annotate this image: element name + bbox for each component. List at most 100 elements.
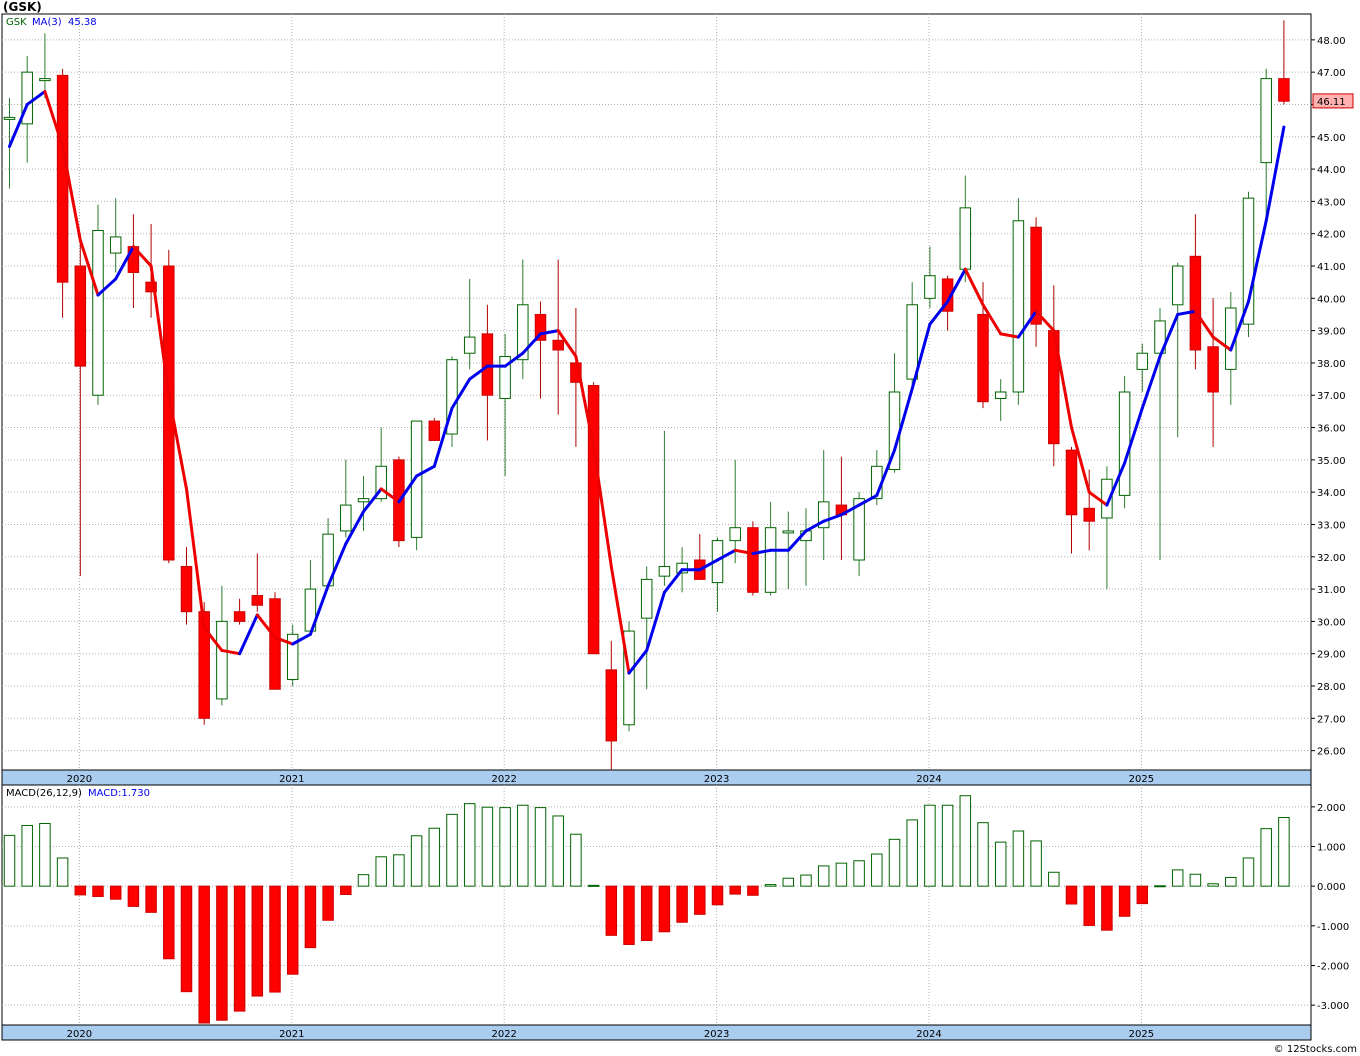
ma-line-segment xyxy=(1158,312,1180,358)
price-tick-label: 45.00 xyxy=(1317,133,1346,144)
macd-bar xyxy=(1278,817,1290,887)
macd-tick-label: -2.000 xyxy=(1317,961,1349,972)
macd-bar xyxy=(1189,873,1202,887)
macd-bar xyxy=(1242,857,1255,887)
price-tick-label: 27.00 xyxy=(1317,714,1346,725)
price-tick-label: 33.00 xyxy=(1317,520,1346,531)
candle-body xyxy=(145,281,157,293)
macd-bar xyxy=(1048,871,1060,887)
macd-bar xyxy=(623,885,635,945)
macd-bar xyxy=(941,804,954,887)
x-tick-label: 2021 xyxy=(279,774,304,785)
ma-line-segment xyxy=(273,636,295,646)
x-tick-label: 2022 xyxy=(491,774,516,785)
macd-legend-value: MACD:1.730 xyxy=(88,788,150,799)
price-tick-label: 30.00 xyxy=(1317,617,1346,628)
candle-body xyxy=(817,501,830,529)
ma-line-segment xyxy=(609,564,631,675)
ma-line-segment xyxy=(786,529,808,552)
candle-body xyxy=(658,565,671,577)
macd-bar xyxy=(853,860,865,887)
macd-bar xyxy=(446,813,458,887)
macd-legend-label: MACD(26,12,9) xyxy=(6,788,82,799)
macd-bar xyxy=(694,885,706,915)
candle-body xyxy=(286,633,299,681)
price-tick-label: 26.00 xyxy=(1317,747,1346,758)
candle-body xyxy=(375,465,387,500)
candle-body xyxy=(587,385,600,655)
legend-ma-label: MA(3) xyxy=(32,17,62,28)
x-tick-label: 2025 xyxy=(1129,774,1154,785)
candle-body xyxy=(605,669,618,742)
macd-bar xyxy=(658,885,671,933)
macd-bar xyxy=(357,874,370,887)
macd-panel: 2.000 1.000 0.000 -1.000 -2.000 -3.000 MACD(26… xyxy=(1,784,1349,1041)
candle-body xyxy=(1101,478,1113,519)
macd-bar xyxy=(92,885,104,897)
ma-line-segment xyxy=(397,474,419,504)
ma-line-segment xyxy=(804,519,826,533)
candle-body xyxy=(782,530,795,534)
macd-bar xyxy=(1154,885,1166,888)
price-tick-label: 28.00 xyxy=(1317,682,1346,693)
ma-line-segment xyxy=(1105,461,1127,507)
candle-body xyxy=(1136,352,1149,370)
candle-body xyxy=(180,565,193,613)
ma-line-segment xyxy=(78,238,100,297)
candle-body xyxy=(640,578,653,619)
ma-line-segment xyxy=(893,387,914,452)
ma-line-segment xyxy=(1070,426,1091,494)
candle-body xyxy=(853,498,865,561)
candle-body xyxy=(269,598,281,690)
copyright-footer: © 12Stocks.com xyxy=(1273,1044,1357,1055)
ma-line-segment xyxy=(1034,309,1056,333)
candle-body xyxy=(357,498,370,503)
price-tick-label: 37.00 xyxy=(1317,391,1346,402)
price-tick-label: 35.00 xyxy=(1317,456,1346,467)
ma-line-segment xyxy=(928,300,950,326)
candle-body xyxy=(924,275,936,299)
candle-body xyxy=(109,236,122,254)
macd-bar xyxy=(304,885,317,949)
candle-body xyxy=(1171,265,1184,306)
ma-line-segment xyxy=(149,264,171,397)
ma-line-segment xyxy=(1211,335,1233,352)
macd-bar xyxy=(835,862,848,887)
macd-bar xyxy=(1207,883,1219,887)
x-tick-label: 2020 xyxy=(67,774,92,785)
macd-bar xyxy=(286,885,299,975)
macd-x-tick-label: 2023 xyxy=(704,1029,729,1040)
macd-bar xyxy=(1260,828,1272,887)
ma-line-segment xyxy=(291,632,312,646)
ma-line-segment xyxy=(1052,329,1073,430)
macd-tick-label: -3.000 xyxy=(1317,1001,1349,1012)
price-tick-label: 47.00 xyxy=(1317,68,1346,79)
macd-bar xyxy=(924,804,936,887)
ma-line-segment xyxy=(1229,300,1250,352)
price-x-axis-bar xyxy=(1,769,1312,786)
macd-bar xyxy=(109,885,122,900)
ma-line-segment xyxy=(698,558,719,572)
ma-line-segment xyxy=(43,90,65,148)
macd-x-axis-bar xyxy=(1,1024,1312,1041)
candle-body xyxy=(1207,346,1219,393)
macd-bar xyxy=(994,841,1007,887)
candle-body xyxy=(623,630,635,726)
macd-bar xyxy=(180,885,193,993)
ma-line-segment xyxy=(202,626,224,652)
ma-line-segment xyxy=(432,406,454,468)
macd-x-tick-label: 2025 xyxy=(1129,1029,1154,1040)
price-panel: 26.00 27.00 28.00 29.00 30.00 31.00 32.00 33.00… xyxy=(1,13,1354,786)
ma-line-segment xyxy=(415,464,436,478)
ma-line-segment xyxy=(539,329,560,336)
macd-bar xyxy=(481,806,494,887)
macd-bar xyxy=(233,885,246,1012)
macd-bar xyxy=(570,833,582,887)
candle-body xyxy=(1083,507,1095,522)
macd-bar xyxy=(428,827,441,887)
legend-ma-value: 45.38 xyxy=(68,17,97,28)
x-tick-label: 2024 xyxy=(916,774,941,785)
candle-body xyxy=(994,391,1007,399)
price-tick-label: 32.00 xyxy=(1317,553,1346,564)
